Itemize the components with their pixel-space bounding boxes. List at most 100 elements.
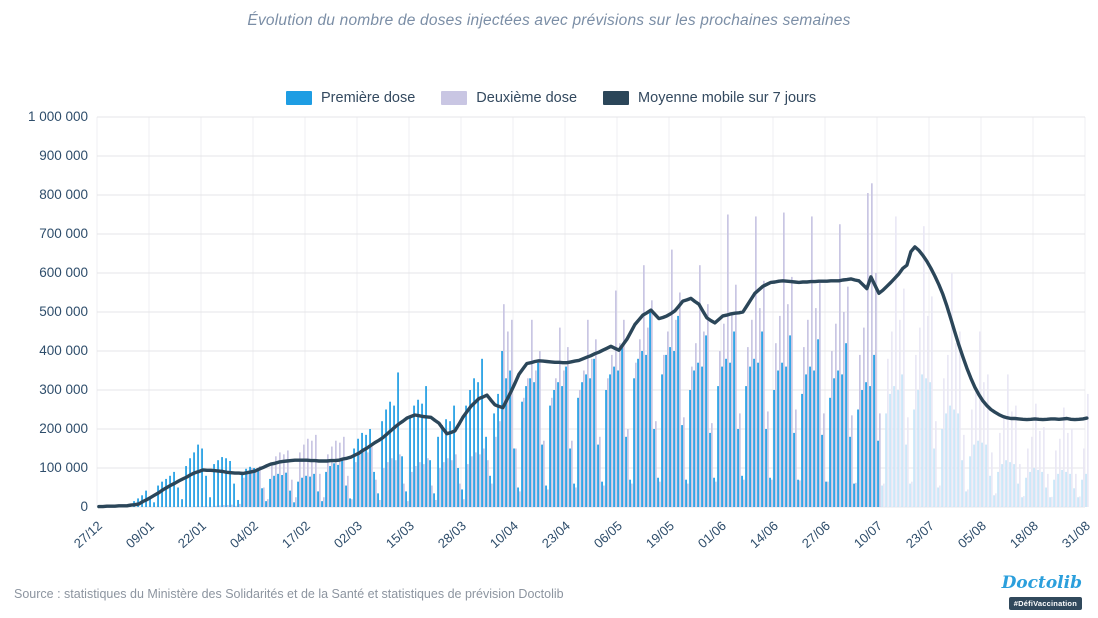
bar-deuxieme-dose bbox=[343, 436, 345, 507]
bar-deuxieme-dose bbox=[283, 454, 285, 507]
bar-deuxieme-dose bbox=[1075, 473, 1077, 507]
bar-premiere-dose bbox=[169, 475, 171, 507]
bar-premiere-dose bbox=[949, 405, 951, 507]
bar-premiere-dose bbox=[1001, 464, 1003, 507]
bar-premiere-dose bbox=[1053, 479, 1055, 507]
bar-premiere-dose bbox=[853, 483, 855, 507]
bar-deuxieme-dose bbox=[639, 339, 641, 507]
bar-premiere-dose bbox=[1005, 460, 1007, 507]
bar-premiere-dose bbox=[573, 483, 575, 507]
bar-premiere-dose bbox=[293, 502, 295, 507]
bar-premiere-dose bbox=[1021, 497, 1023, 507]
bar-premiere-dose bbox=[457, 468, 459, 507]
bar-deuxieme-dose bbox=[555, 378, 557, 507]
bar-premiere-dose bbox=[301, 477, 303, 507]
bar-premiere-dose bbox=[809, 366, 811, 507]
bar-deuxieme-dose bbox=[659, 481, 661, 507]
bar-premiere-dose bbox=[1033, 468, 1035, 507]
bar-premiere-dose bbox=[693, 370, 695, 507]
bar-premiere-dose bbox=[413, 405, 415, 507]
bar-premiere-dose bbox=[557, 382, 559, 507]
bar-deuxieme-dose bbox=[363, 450, 365, 507]
bar-deuxieme-dose bbox=[463, 499, 465, 507]
bar-premiere-dose bbox=[753, 358, 755, 507]
bar-premiere-dose bbox=[437, 436, 439, 507]
bar-deuxieme-dose bbox=[651, 300, 653, 507]
bar-premiere-dose bbox=[517, 487, 519, 507]
bar-deuxieme-dose bbox=[251, 468, 253, 507]
bar-deuxieme-dose bbox=[355, 462, 357, 507]
bar-premiere-dose bbox=[1037, 469, 1039, 507]
y-tick-label: 600 000 bbox=[39, 265, 88, 280]
bar-deuxieme-dose bbox=[535, 370, 537, 507]
bar-deuxieme-dose bbox=[719, 351, 721, 507]
bar-premiere-dose bbox=[297, 481, 299, 507]
bar-deuxieme-dose bbox=[223, 505, 225, 507]
bar-deuxieme-dose bbox=[1023, 496, 1025, 507]
bar-deuxieme-dose bbox=[487, 460, 489, 507]
bar-deuxieme-dose bbox=[1035, 403, 1037, 507]
bar-deuxieme-dose bbox=[895, 216, 897, 507]
bar-deuxieme-dose bbox=[723, 323, 725, 507]
bar-deuxieme-dose bbox=[987, 374, 989, 507]
bar-deuxieme-dose bbox=[971, 409, 973, 507]
bar-premiere-dose bbox=[245, 468, 247, 507]
bar-deuxieme-dose bbox=[479, 454, 481, 507]
bar-deuxieme-dose bbox=[387, 462, 389, 507]
bar-deuxieme-dose bbox=[915, 354, 917, 507]
bar-deuxieme-dose bbox=[975, 390, 977, 507]
bar-deuxieme-dose bbox=[963, 434, 965, 507]
bar-deuxieme-dose bbox=[887, 358, 889, 507]
bar-deuxieme-dose bbox=[543, 440, 545, 507]
bar-deuxieme-dose bbox=[267, 499, 269, 507]
bar-premiere-dose bbox=[637, 358, 639, 507]
bar-deuxieme-dose bbox=[823, 413, 825, 507]
bar-premiere-dose bbox=[969, 456, 971, 507]
bar-deuxieme-dose bbox=[467, 464, 469, 507]
bar-premiere-dose bbox=[905, 444, 907, 507]
bar-deuxieme-dose bbox=[691, 366, 693, 507]
bar-premiere-dose bbox=[1065, 471, 1067, 507]
bar-premiere-dose bbox=[653, 429, 655, 507]
bar-premiere-dose bbox=[641, 351, 643, 507]
bar-premiere-dose bbox=[265, 501, 267, 507]
bar-premiere-dose bbox=[657, 477, 659, 507]
bar-premiere-dose bbox=[781, 362, 783, 507]
bar-deuxieme-dose bbox=[727, 214, 729, 507]
bar-premiere-dose bbox=[1013, 464, 1015, 507]
bar-deuxieme-dose bbox=[935, 421, 937, 507]
bar-premiere-dose bbox=[717, 386, 719, 507]
bar-premiere-dose bbox=[621, 347, 623, 507]
bar-premiere-dose bbox=[477, 382, 479, 507]
bar-premiere-dose bbox=[281, 475, 283, 507]
y-tick-label: 700 000 bbox=[39, 226, 88, 241]
bar-premiere-dose bbox=[165, 478, 167, 507]
bar-deuxieme-dose bbox=[867, 193, 869, 508]
bar-deuxieme-dose bbox=[415, 466, 417, 507]
bar-premiere-dose bbox=[529, 378, 531, 507]
bar-deuxieme-dose bbox=[851, 415, 853, 507]
bar-deuxieme-dose bbox=[1003, 417, 1005, 507]
bar-deuxieme-dose bbox=[291, 479, 293, 507]
bar-deuxieme-dose bbox=[771, 479, 773, 507]
bar-deuxieme-dose bbox=[619, 343, 621, 507]
bar-deuxieme-dose bbox=[1083, 448, 1085, 507]
bar-deuxieme-dose bbox=[243, 477, 245, 507]
bar-premiere-dose bbox=[525, 386, 527, 507]
bar-deuxieme-dose bbox=[967, 489, 969, 507]
bar-deuxieme-dose bbox=[807, 319, 809, 507]
bar-premiere-dose bbox=[825, 481, 827, 507]
bar-deuxieme-dose bbox=[551, 397, 553, 507]
bar-premiere-dose bbox=[261, 488, 263, 507]
bar-deuxieme-dose bbox=[1007, 374, 1009, 507]
bar-premiere-dose bbox=[149, 497, 151, 507]
bar-deuxieme-dose bbox=[299, 452, 301, 507]
bar-premiere-dose bbox=[269, 478, 271, 507]
bar-premiere-dose bbox=[1017, 483, 1019, 507]
bar-premiere-dose bbox=[945, 413, 947, 507]
bar-premiere-dose bbox=[365, 434, 367, 507]
bar-deuxieme-dose bbox=[767, 411, 769, 507]
bar-deuxieme-dose bbox=[439, 468, 441, 507]
bar-deuxieme-dose bbox=[507, 331, 509, 507]
bar-deuxieme-dose bbox=[847, 286, 849, 507]
